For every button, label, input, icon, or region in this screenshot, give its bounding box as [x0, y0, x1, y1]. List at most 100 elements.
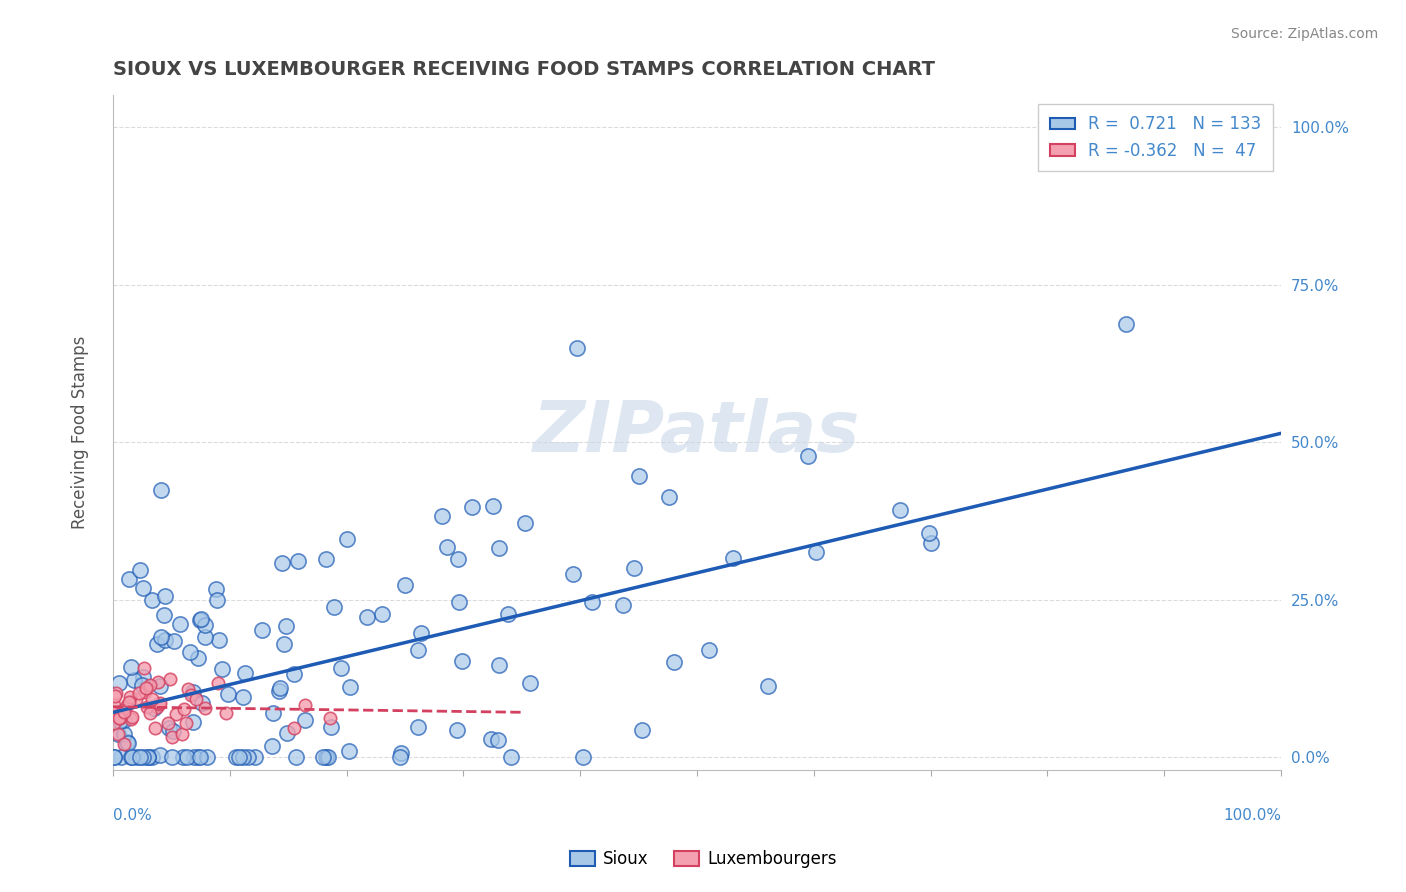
Point — [134, 684, 156, 698]
Point — [162, 634, 184, 648]
Point — [804, 545, 827, 559]
Point — [136, 750, 159, 764]
Point — [228, 750, 250, 764]
Point — [321, 720, 343, 734]
Point — [336, 533, 359, 547]
Point — [112, 713, 135, 727]
Point — [628, 469, 651, 483]
Point — [513, 516, 536, 531]
Point — [481, 732, 503, 747]
Point — [188, 613, 211, 627]
Point — [149, 748, 172, 763]
Point — [323, 599, 346, 614]
Point — [262, 706, 284, 720]
Point — [135, 681, 157, 695]
Point — [250, 624, 273, 638]
Point — [205, 592, 228, 607]
Point — [110, 714, 132, 728]
Point — [107, 727, 129, 741]
Point — [270, 556, 292, 570]
Point — [110, 750, 132, 764]
Point — [131, 678, 153, 692]
Point — [260, 739, 283, 753]
Point — [408, 643, 430, 657]
Point — [315, 750, 337, 764]
Legend: Sioux, Luxembourgers: Sioux, Luxembourgers — [562, 844, 844, 875]
Point — [153, 633, 176, 648]
Point — [217, 687, 239, 701]
Point — [389, 746, 412, 760]
Point — [225, 750, 247, 764]
Point — [232, 749, 254, 764]
Point — [121, 710, 143, 724]
Point — [176, 750, 198, 764]
Point — [148, 675, 170, 690]
Point — [132, 661, 155, 675]
Point — [153, 590, 176, 604]
Point — [150, 630, 173, 644]
Point — [108, 676, 131, 690]
Point — [243, 750, 266, 764]
Point — [889, 503, 911, 517]
Point — [143, 721, 166, 735]
Point — [172, 750, 194, 764]
Point — [488, 541, 510, 555]
Point — [117, 736, 139, 750]
Point — [450, 654, 472, 668]
Point — [104, 708, 127, 723]
Point — [120, 750, 142, 764]
Point — [446, 552, 468, 566]
Point — [107, 707, 129, 722]
Point — [207, 675, 229, 690]
Point — [1115, 318, 1137, 332]
Point — [316, 750, 339, 764]
Point — [142, 701, 165, 715]
Point — [269, 681, 291, 695]
Point — [118, 690, 141, 704]
Point — [208, 632, 231, 647]
Point — [211, 662, 233, 676]
Point — [179, 645, 201, 659]
Point — [139, 678, 162, 692]
Point — [120, 659, 142, 673]
Point — [157, 721, 180, 735]
Point — [183, 750, 205, 764]
Point — [111, 703, 134, 717]
Point — [181, 685, 204, 699]
Point — [232, 690, 254, 705]
Point — [128, 563, 150, 577]
Point — [311, 750, 333, 764]
Text: 0.0%: 0.0% — [112, 808, 152, 822]
Point — [115, 698, 138, 713]
Point — [125, 750, 148, 764]
Point — [488, 657, 510, 672]
Point — [315, 551, 337, 566]
Point — [612, 598, 634, 612]
Point — [482, 499, 505, 513]
Point — [920, 535, 942, 549]
Y-axis label: Receiving Food Stamps: Receiving Food Stamps — [72, 336, 89, 529]
Point — [181, 714, 204, 729]
Point — [461, 500, 484, 515]
Point — [436, 540, 458, 554]
Point — [149, 483, 172, 498]
Point — [371, 607, 394, 621]
Point — [721, 551, 744, 566]
Point — [121, 750, 143, 764]
Point — [131, 582, 153, 596]
Point — [276, 726, 298, 740]
Point — [112, 727, 135, 741]
Point — [409, 626, 432, 640]
Point — [571, 750, 593, 764]
Point — [141, 593, 163, 607]
Point — [274, 619, 297, 633]
Point — [194, 630, 217, 644]
Point — [187, 750, 209, 764]
Point — [195, 750, 218, 764]
Point — [339, 681, 361, 695]
Point — [160, 731, 183, 745]
Point — [496, 607, 519, 621]
Point — [128, 686, 150, 700]
Point — [519, 676, 541, 690]
Point — [184, 692, 207, 706]
